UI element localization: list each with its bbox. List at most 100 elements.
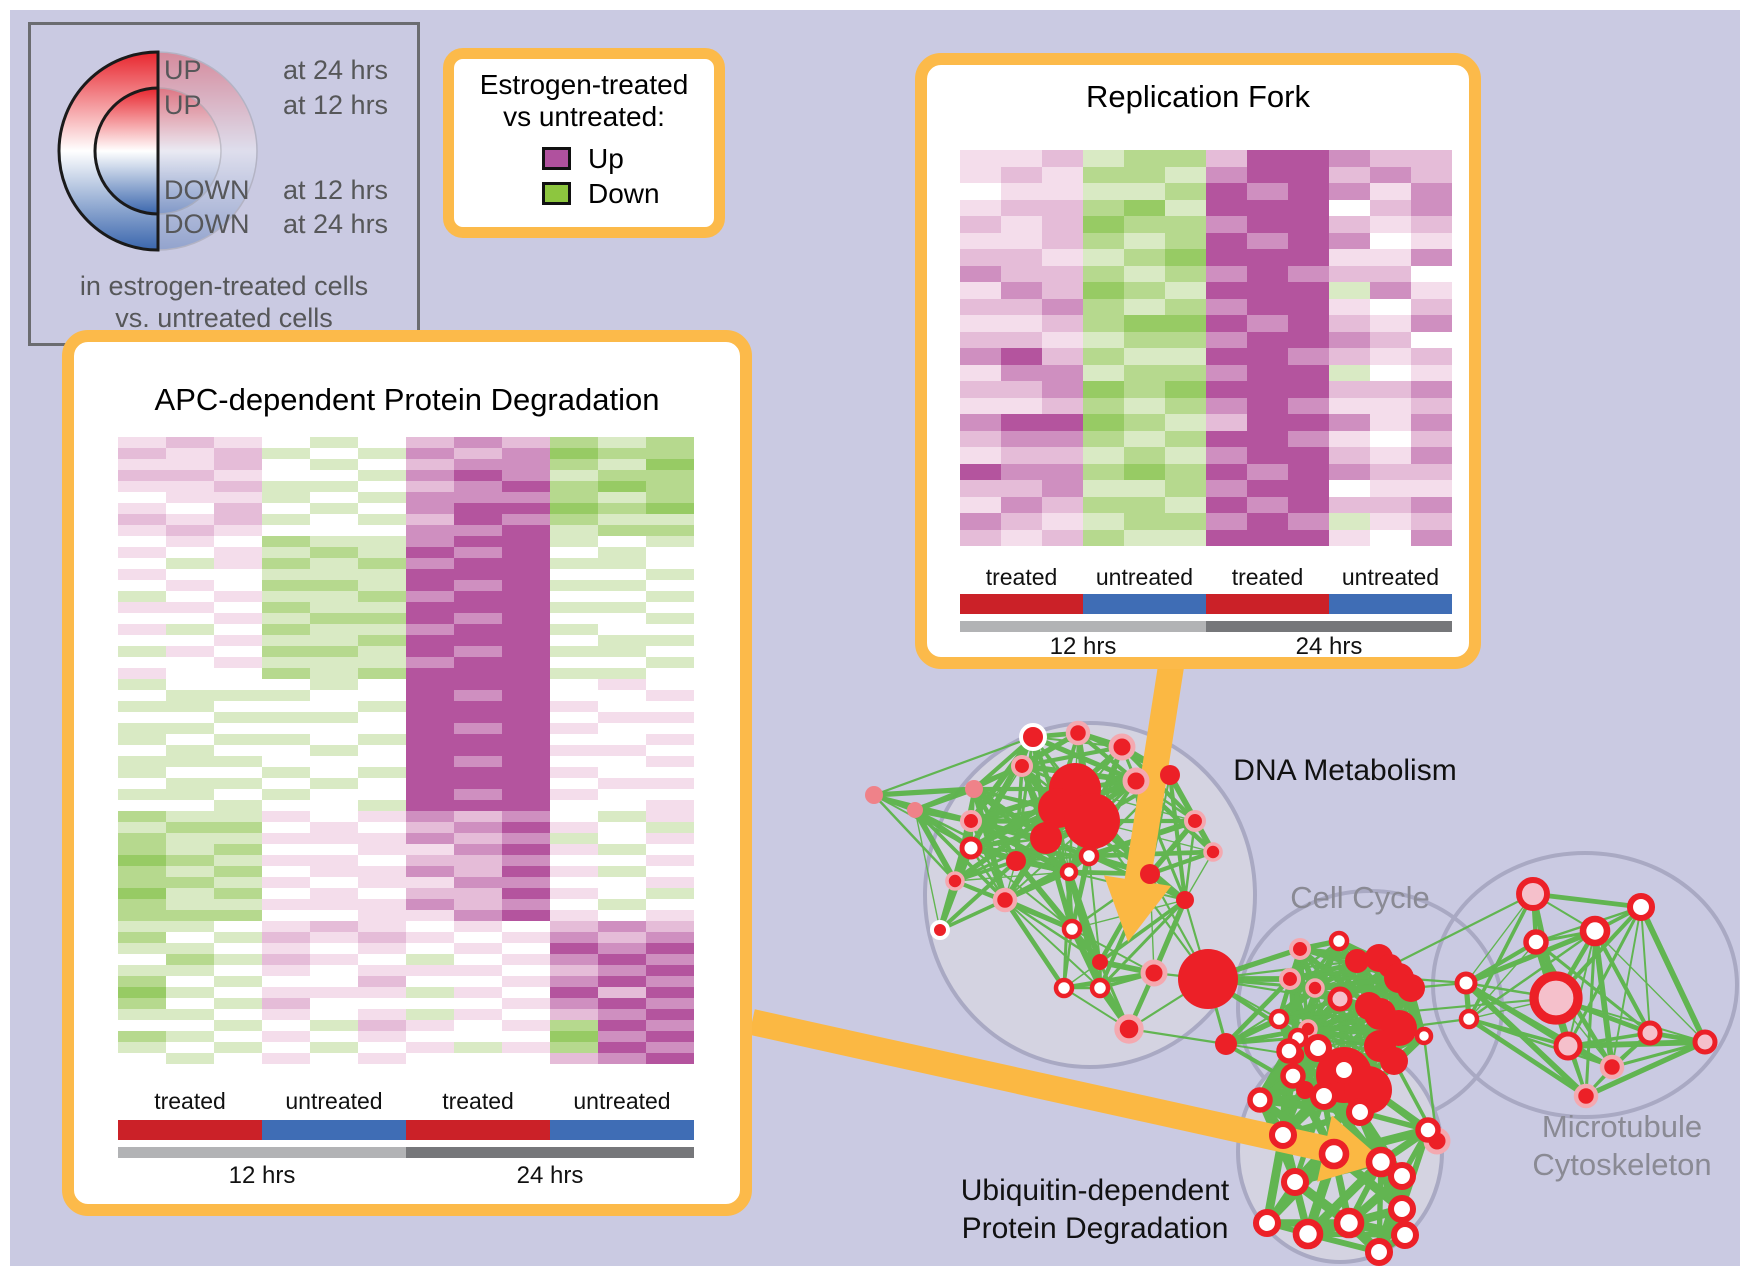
heatmap-cell bbox=[262, 745, 310, 756]
heatmap-cell bbox=[1370, 315, 1411, 332]
heatmap-cell bbox=[406, 580, 454, 591]
heatmap-cell bbox=[262, 1031, 310, 1042]
heatmap-cell bbox=[1206, 397, 1247, 414]
heatmap-cell bbox=[262, 789, 310, 800]
heatmap-cell bbox=[1083, 298, 1124, 315]
heatmap-row bbox=[118, 976, 694, 987]
heatmap-cell bbox=[1042, 232, 1083, 249]
heatmap-cell bbox=[406, 998, 454, 1009]
gene-node-ring bbox=[1458, 1008, 1480, 1030]
gene-node-ring bbox=[1252, 1208, 1282, 1238]
condition-label: treated bbox=[442, 1088, 514, 1114]
heatmap-cell bbox=[166, 800, 214, 811]
heatmap-cell bbox=[646, 734, 694, 745]
heatmap-cell bbox=[646, 646, 694, 657]
heatmap-cell bbox=[214, 569, 262, 580]
heatmap-cell bbox=[358, 899, 406, 910]
heatmap-cell bbox=[166, 954, 214, 965]
heatmap-cell bbox=[502, 866, 550, 877]
color-key-item-down: Down bbox=[454, 180, 714, 208]
heatmap-cell bbox=[406, 954, 454, 965]
heatmap-cell bbox=[214, 470, 262, 481]
heatmap-row bbox=[118, 877, 694, 888]
heatmap-cell bbox=[502, 580, 550, 591]
heatmap-cell bbox=[166, 657, 214, 668]
heatmap-cell bbox=[1329, 381, 1370, 398]
heatmap-cell bbox=[358, 888, 406, 899]
heatmap-cell bbox=[960, 232, 1001, 249]
heatmap-row bbox=[960, 463, 1452, 480]
heatmap-row bbox=[960, 282, 1452, 299]
heatmap-cell bbox=[214, 899, 262, 910]
heatmap-row bbox=[118, 536, 694, 547]
heatmap-cell bbox=[454, 613, 502, 624]
heatmap-row bbox=[960, 315, 1452, 332]
gene-node-whitehalo bbox=[1019, 723, 1047, 751]
heatmap-cell bbox=[1165, 463, 1206, 480]
heatmap-cell bbox=[550, 470, 598, 481]
heatmap-cell bbox=[598, 1031, 646, 1042]
heatmap-cell bbox=[1124, 364, 1165, 381]
heatmap-row bbox=[118, 1053, 694, 1064]
heatmap-cell bbox=[1288, 298, 1329, 315]
heatmap-cell bbox=[166, 789, 214, 800]
heatmap-cell bbox=[1411, 364, 1452, 381]
heatmap-cell bbox=[1329, 183, 1370, 200]
heatmap-cell bbox=[502, 547, 550, 558]
heatmap-cell bbox=[1042, 496, 1083, 513]
gradient-legend-box: UP at 24 hrs UP at 12 hrs DOWN at 12 hrs… bbox=[28, 22, 420, 346]
heatmap-cell bbox=[960, 463, 1001, 480]
heatmap-cell bbox=[310, 668, 358, 679]
time-labels: 12 hrs 24 hrs bbox=[118, 1162, 694, 1190]
heatmap-cell bbox=[454, 954, 502, 965]
heatmap-cell bbox=[166, 987, 214, 998]
heatmap-cell bbox=[1288, 199, 1329, 216]
gene-node-ring bbox=[1280, 1167, 1310, 1197]
heatmap-cell bbox=[1042, 265, 1083, 282]
heatmap-cell bbox=[262, 778, 310, 789]
heatmap-cell bbox=[166, 910, 214, 921]
heatmap-cell bbox=[214, 514, 262, 525]
heatmap-cell bbox=[310, 679, 358, 690]
heatmap-row bbox=[118, 734, 694, 745]
heatmap-cell bbox=[118, 448, 166, 459]
heatmap-cell bbox=[358, 514, 406, 525]
condition-label: untreated bbox=[1095, 564, 1194, 590]
heatmap-cell bbox=[1165, 298, 1206, 315]
network-edge bbox=[1463, 939, 1539, 986]
heatmap-cell bbox=[502, 646, 550, 657]
heatmap-row bbox=[960, 447, 1452, 464]
heatmap-cell bbox=[1206, 513, 1247, 530]
heatmap-cell bbox=[166, 811, 214, 822]
heatmap-row bbox=[118, 602, 694, 613]
heatmap-cell bbox=[550, 822, 598, 833]
gene-node-pink bbox=[865, 786, 883, 804]
heatmap-cell bbox=[310, 1042, 358, 1053]
heatmap-cell bbox=[646, 1009, 694, 1020]
heatmap-cell bbox=[550, 635, 598, 646]
gene-node-ring bbox=[1414, 1026, 1434, 1046]
heatmap-cell bbox=[1124, 447, 1165, 464]
heatmap-cell bbox=[1329, 265, 1370, 282]
heatmap-cell bbox=[358, 459, 406, 470]
heatmap-cell bbox=[1165, 430, 1206, 447]
heatmap-cell bbox=[1247, 513, 1288, 530]
heatmap-row bbox=[118, 833, 694, 844]
heatmap-cell bbox=[262, 756, 310, 767]
heatmap-cell bbox=[598, 591, 646, 602]
heatmap-cell bbox=[1411, 282, 1452, 299]
heatmap-cell bbox=[166, 745, 214, 756]
heatmap-cell bbox=[406, 800, 454, 811]
heatmap-cell bbox=[1165, 232, 1206, 249]
heatmap-cell bbox=[646, 1053, 694, 1064]
heatmap-cell bbox=[262, 833, 310, 844]
heatmap-cell bbox=[550, 1031, 598, 1042]
gene-node-ring bbox=[1276, 1038, 1302, 1064]
heatmap-row bbox=[118, 1042, 694, 1053]
gene-node-ring bbox=[1053, 977, 1075, 999]
heatmap-cell bbox=[550, 734, 598, 745]
heatmap-cell bbox=[550, 613, 598, 624]
heatmap-cell bbox=[598, 1020, 646, 1031]
heatmap-cell bbox=[310, 547, 358, 558]
heatmap-cell bbox=[1247, 364, 1288, 381]
